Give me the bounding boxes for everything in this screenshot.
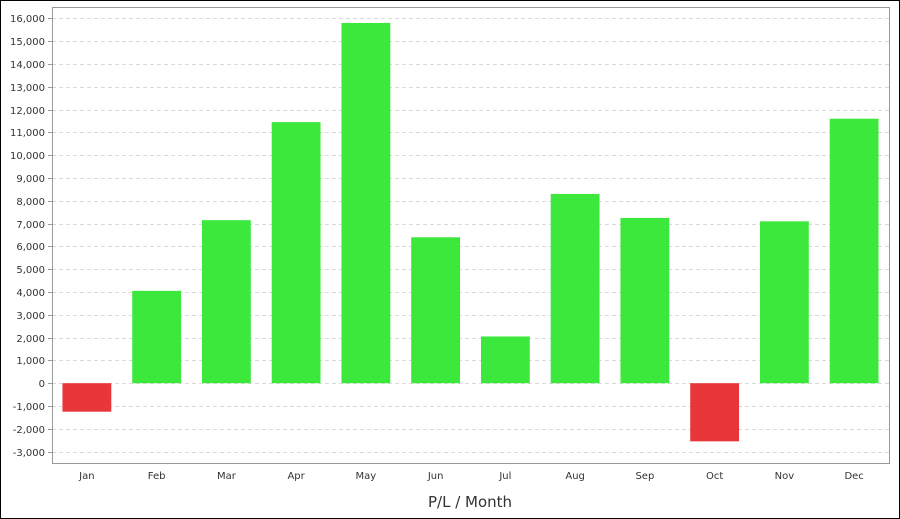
y-tick-label: -1,000 xyxy=(13,402,45,413)
x-tick-label: Oct xyxy=(706,471,723,482)
axes xyxy=(48,7,890,464)
x-tick-label: Apr xyxy=(287,471,305,482)
y-tick-label: 0 xyxy=(39,379,45,390)
y-tick-label: -2,000 xyxy=(13,425,45,436)
x-tick-label: Feb xyxy=(148,471,166,482)
x-tick-label: Sep xyxy=(635,471,654,482)
bar-oct xyxy=(690,383,740,442)
bar-feb xyxy=(132,290,182,384)
y-tick-label: 13,000 xyxy=(10,83,45,94)
bar-apr xyxy=(271,122,321,384)
y-tick-label: 7,000 xyxy=(16,220,45,231)
tick-labels: -3,000 -2,000 -1,000 0 1,000 2,000 3,000 4,000 5… xyxy=(10,14,864,482)
y-tick-label: -3,000 xyxy=(13,448,45,459)
x-tick-label: Nov xyxy=(775,471,795,482)
plot-border xyxy=(52,7,890,464)
bar-sep xyxy=(620,217,670,384)
y-tick-label: 16,000 xyxy=(10,14,45,25)
y-tick-label: 14,000 xyxy=(10,60,45,71)
x-tick-label: Jun xyxy=(427,471,444,482)
x-axis-title: P/L / Month xyxy=(428,493,512,511)
y-tick-label: 2,000 xyxy=(16,334,45,345)
bar-aug xyxy=(550,193,600,384)
x-tick-label: Dec xyxy=(844,471,863,482)
y-tick-label: 4,000 xyxy=(16,288,45,299)
bar-jul xyxy=(480,336,530,384)
bar-mar xyxy=(201,220,251,384)
bar-nov xyxy=(759,221,809,384)
bar-dec xyxy=(829,118,879,384)
y-tick-label: 8,000 xyxy=(16,197,45,208)
bars xyxy=(62,22,879,442)
y-tick-label: 11,000 xyxy=(10,128,45,139)
y-tick-label: 10,000 xyxy=(10,151,45,162)
x-tick-label: Aug xyxy=(565,471,585,482)
y-tick-label: 6,000 xyxy=(16,242,45,253)
x-tick-label: Jul xyxy=(498,471,511,482)
y-tick-label: 9,000 xyxy=(16,174,45,185)
bar-may xyxy=(341,22,391,384)
x-tick-label: Mar xyxy=(217,471,237,482)
x-tick-label: May xyxy=(356,471,377,482)
y-tick-label: 1,000 xyxy=(16,356,45,367)
bar-jun xyxy=(411,237,461,384)
y-tick-label: 12,000 xyxy=(10,106,45,117)
y-tick-label: 5,000 xyxy=(16,265,45,276)
y-tick-label: 3,000 xyxy=(16,311,45,322)
bar-jan xyxy=(62,383,112,412)
y-tick-label: 15,000 xyxy=(10,37,45,48)
x-tick-label: Jan xyxy=(78,471,94,482)
